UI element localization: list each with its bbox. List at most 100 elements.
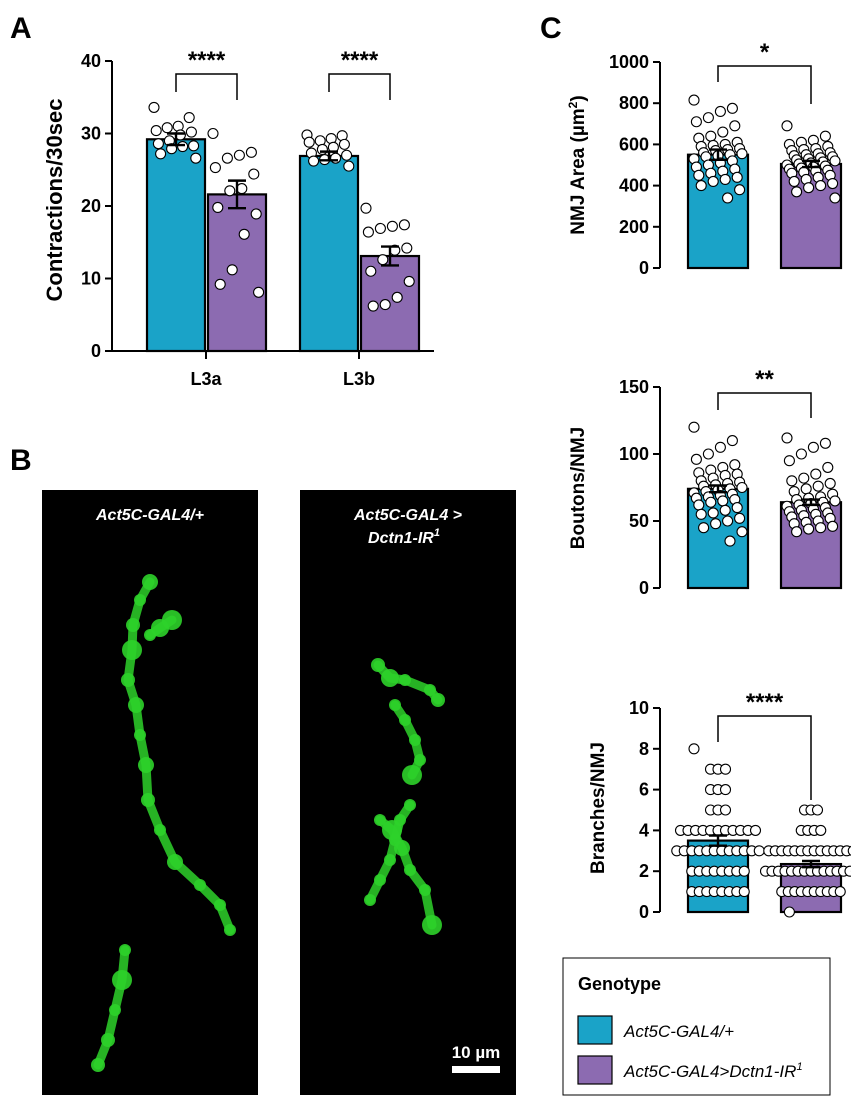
- panel-letter-a: A: [10, 12, 32, 45]
- control-bouton: [126, 618, 140, 632]
- control-data-point: [722, 515, 734, 527]
- significance-bracket: [328, 73, 391, 100]
- significance-bracket: [175, 73, 238, 100]
- control-bouton: [134, 594, 146, 606]
- legend-label-knockdown: Act5C-GAL4>Dctn1-IR1: [623, 1061, 803, 1081]
- knockdown-bouton: [424, 684, 436, 696]
- group2-L3b-data-point: [360, 202, 372, 214]
- control-data-point: [749, 824, 762, 836]
- control-data-point: [734, 184, 746, 196]
- y-tick-label: 1000: [609, 52, 649, 72]
- knockdown-bouton: [419, 884, 431, 896]
- control-data-point: [690, 453, 702, 465]
- knockdown-bouton: [404, 864, 416, 876]
- group1-L3b-data-point: [343, 160, 355, 172]
- control-data-point: [738, 865, 750, 877]
- knockdown-data-point: [824, 477, 836, 490]
- significance-bracket: [717, 392, 812, 418]
- legend-label-control: Act5C-GAL4/+: [623, 1022, 734, 1041]
- knockdown-data-point: [847, 845, 851, 856]
- panel-letter-b: B: [10, 444, 32, 477]
- control-data-point: [722, 192, 734, 204]
- control-bouton: [112, 970, 132, 990]
- knockdown-data-point: [803, 182, 815, 194]
- control-data-point: [724, 535, 736, 547]
- y-tick-label: 100: [619, 444, 649, 464]
- x-category-label: L3b: [343, 369, 375, 389]
- knockdown-data-point: [807, 441, 819, 453]
- y-tick-label: 2: [639, 861, 649, 881]
- control-data-point: [719, 804, 732, 816]
- knockdown-bouton: [382, 820, 402, 840]
- group1-L3a-data-point: [152, 138, 164, 150]
- legend: Genotype Act5C-GAL4/+ Act5C-GAL4>Dctn1-I…: [562, 957, 831, 1096]
- group1-L3a-data-point: [150, 125, 162, 137]
- knockdown-data-point: [781, 120, 793, 132]
- knockdown-data-point: [798, 472, 810, 484]
- group2-L3a-data-point: [209, 162, 221, 174]
- group2-L3a-data-point: [238, 228, 250, 240]
- control-data-point: [690, 116, 702, 128]
- group2-L3a-data-point: [212, 201, 224, 213]
- y-tick-label: 40: [81, 51, 101, 71]
- control-data-point: [702, 448, 714, 460]
- significance-label: *: [760, 39, 770, 66]
- control-data-point: [738, 886, 750, 898]
- group2-L3b-data-point: [401, 242, 413, 254]
- chart-nmj-area: NMJ Area (µm2) 0 200 400 600 800 1000 *: [566, 39, 843, 278]
- y-tick-label: 30: [81, 124, 101, 144]
- control-bouton: [154, 824, 166, 836]
- control-bouton: [214, 899, 226, 911]
- group1-L3a-bar: [145, 138, 207, 353]
- group1-L3a-data-point: [161, 122, 173, 134]
- group1-L3b-data-point: [338, 138, 350, 150]
- knockdown-bouton: [384, 854, 396, 866]
- scale-bar-label: 10 µm: [452, 1043, 501, 1062]
- control-data-point: [717, 495, 729, 507]
- legend-title: Genotype: [578, 974, 661, 994]
- control-bouton: [142, 574, 158, 590]
- group2-L3b-data-point: [403, 275, 415, 287]
- group2-L3a-data-point: [207, 127, 219, 140]
- control-data-point: [736, 481, 748, 494]
- group1-L3b-data-point: [303, 136, 315, 148]
- knockdown-data-point: [822, 461, 834, 473]
- y-tick-label: 20: [81, 196, 101, 216]
- control-data-point: [695, 180, 707, 192]
- knockdown-bouton: [409, 734, 421, 746]
- microscopy-image-knockdown: [300, 490, 516, 1095]
- y-tick-label: 0: [639, 578, 649, 598]
- knockdown-data-point: [795, 448, 807, 460]
- group1-L3a-data-point: [188, 140, 200, 152]
- group2-L3a-data-point: [224, 185, 236, 197]
- group2-L3b-data-point: [362, 226, 374, 238]
- legend-swatch-control: [577, 1015, 613, 1045]
- y-tick-label: 400: [619, 176, 649, 196]
- control-data-point: [731, 502, 743, 514]
- control-data-point: [726, 102, 738, 114]
- group2-L3b-data-point: [391, 291, 403, 303]
- knockdown-data-point: [810, 468, 822, 480]
- significance-bracket: [717, 715, 812, 800]
- knockdown-data-point: [815, 180, 827, 192]
- group2-L3a-data-point: [233, 149, 245, 161]
- control-data-point: [729, 459, 741, 471]
- control-data-point: [753, 845, 765, 857]
- image-label-knockdown-line1: Act5C-GAL4 >: [353, 507, 462, 524]
- chart-boutons: Boutons/NMJ 0 50 100 150 **: [568, 366, 843, 598]
- knockdown-bouton: [371, 658, 385, 672]
- group2-L3a-data-point: [253, 286, 265, 298]
- knockdown-data-point: [834, 886, 846, 898]
- knockdown-bouton: [374, 874, 386, 886]
- control-bouton: [109, 1004, 121, 1016]
- knockdown-bouton: [422, 915, 442, 935]
- control-data-point: [695, 508, 707, 520]
- y-axis-title-boutons: Boutons/NMJ: [568, 427, 589, 549]
- knockdown-data-point: [829, 155, 841, 167]
- control-data-point: [714, 105, 726, 117]
- chart-branches: Branches/NMJ 0 2 4 6 8 10 ****: [588, 689, 851, 922]
- control-data-point: [719, 784, 732, 796]
- group1-L3a-data-point: [185, 126, 197, 138]
- knockdown-data-point: [786, 475, 798, 487]
